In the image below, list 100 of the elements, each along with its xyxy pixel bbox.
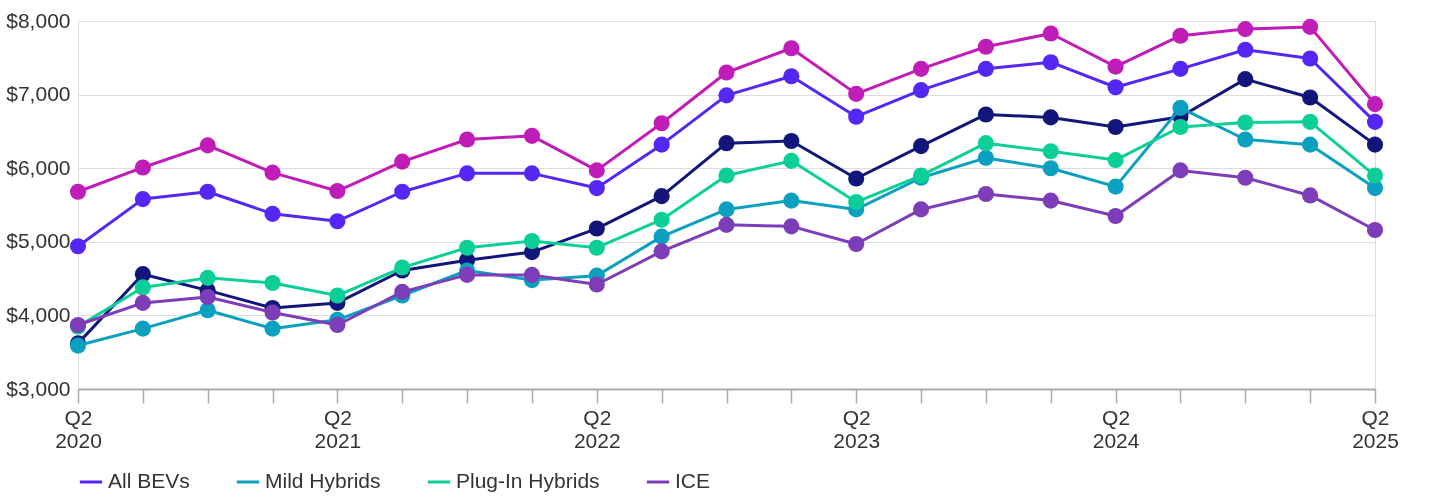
point	[134, 159, 151, 176]
point	[653, 115, 670, 132]
point	[718, 216, 735, 233]
x-tick-label: Q2 2022	[573, 405, 621, 452]
point	[1366, 113, 1384, 130]
point	[134, 266, 151, 283]
x-tick-label: Q2 2024	[1092, 405, 1140, 452]
point	[264, 274, 281, 292]
point	[588, 162, 605, 179]
point	[1237, 169, 1254, 186]
point	[912, 138, 930, 155]
point	[199, 288, 216, 306]
point	[1172, 162, 1189, 179]
x-tick-label: Q2 2023	[833, 405, 881, 452]
point	[199, 137, 216, 154]
point	[523, 266, 541, 283]
point	[848, 194, 865, 211]
point	[977, 60, 994, 77]
point	[69, 183, 87, 200]
point	[718, 87, 735, 104]
point	[134, 191, 151, 208]
point	[1042, 160, 1059, 177]
point	[653, 243, 670, 260]
point	[1366, 96, 1384, 113]
point	[264, 320, 281, 337]
point	[69, 238, 87, 255]
point	[1366, 136, 1384, 153]
point	[1107, 118, 1124, 136]
point	[1302, 136, 1319, 153]
point	[848, 108, 865, 125]
point	[1366, 221, 1384, 239]
point	[1302, 89, 1319, 106]
point	[977, 185, 994, 203]
point	[977, 106, 994, 123]
point	[1042, 109, 1059, 126]
point	[783, 192, 800, 209]
point	[459, 131, 476, 148]
legend-label: Mild Hybrids	[265, 469, 381, 492]
x-tick-label: Q2 2021	[314, 405, 362, 452]
point	[1237, 71, 1254, 88]
point	[588, 276, 605, 293]
point	[912, 82, 930, 99]
point	[653, 211, 670, 228]
point	[329, 316, 346, 334]
point	[783, 40, 800, 57]
y-tick-label: $4,000	[6, 302, 71, 326]
point	[1107, 207, 1124, 225]
point	[134, 320, 151, 337]
point	[264, 304, 281, 321]
point	[394, 283, 411, 300]
point	[653, 188, 670, 205]
legend-label: All BEVs	[108, 469, 190, 492]
point	[783, 132, 800, 150]
point	[459, 239, 476, 256]
point	[1172, 99, 1189, 116]
point	[1042, 192, 1059, 209]
point	[199, 269, 216, 286]
point	[1302, 50, 1319, 67]
legend-label: ICE	[675, 469, 711, 492]
legend-label: Plug-In Hybrids	[456, 469, 600, 492]
point	[329, 287, 346, 304]
point	[977, 149, 994, 166]
point	[977, 135, 994, 152]
point	[783, 152, 800, 169]
point	[394, 153, 411, 170]
point	[199, 183, 216, 200]
y-tick-label: $3,000	[6, 376, 71, 400]
point	[588, 239, 605, 256]
point	[523, 127, 541, 144]
point	[264, 205, 281, 222]
point	[977, 38, 994, 55]
point	[459, 266, 476, 283]
point	[718, 135, 735, 152]
point	[588, 220, 605, 237]
point	[848, 85, 865, 102]
y-tick-label: $8,000	[6, 8, 71, 32]
point	[848, 235, 865, 253]
point	[1237, 114, 1254, 131]
point	[523, 165, 541, 182]
point	[1042, 25, 1059, 42]
point	[1042, 54, 1059, 71]
point	[1107, 178, 1124, 195]
point	[1302, 113, 1319, 130]
point	[329, 213, 346, 230]
x-tick-label: Q2 2020	[55, 405, 102, 452]
point	[1237, 41, 1254, 58]
point	[783, 68, 800, 85]
point	[394, 183, 411, 200]
point	[459, 165, 476, 182]
point	[1366, 167, 1384, 184]
point	[653, 228, 670, 245]
point	[653, 136, 670, 153]
point	[1107, 152, 1124, 169]
point	[1302, 18, 1319, 35]
point	[1107, 58, 1124, 75]
point	[912, 201, 930, 218]
point	[134, 294, 151, 311]
y-tick-label: $6,000	[6, 155, 71, 179]
point	[783, 218, 800, 235]
point	[912, 60, 930, 77]
